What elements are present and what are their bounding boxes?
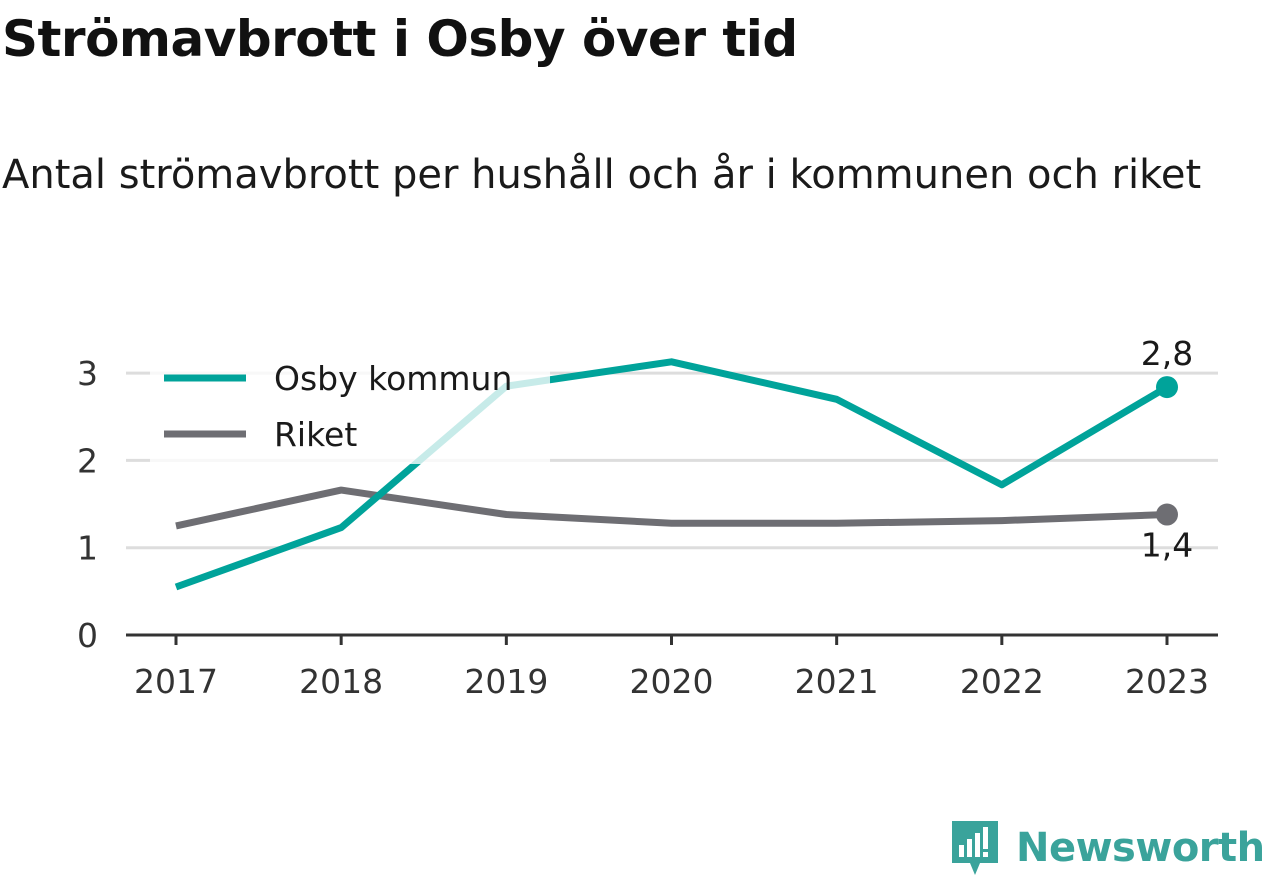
end-point-marker <box>1156 376 1178 399</box>
brand-logo: Newsworthy <box>950 818 1262 878</box>
y-tick-label: 1 <box>77 529 98 568</box>
x-tick-label: 2020 <box>630 662 714 701</box>
x-tick-label: 2019 <box>464 662 548 701</box>
end-value-label: 2,8 <box>1141 334 1193 373</box>
x-tick-label: 2023 <box>1125 662 1209 701</box>
y-tick-label: 0 <box>77 616 98 655</box>
end-value-label: 1,4 <box>1141 526 1193 565</box>
y-tick-label: 2 <box>77 441 98 480</box>
x-tick-label: 2022 <box>960 662 1044 701</box>
x-tick-label: 2018 <box>299 662 383 701</box>
legend-label: Osby kommun <box>274 359 512 398</box>
legend-backdrop <box>150 352 550 464</box>
x-tick-label: 2017 <box>134 662 218 701</box>
brand-name: Newsworthy <box>1016 825 1262 871</box>
series-line-riket <box>175 486 1168 530</box>
end-point-marker <box>1156 503 1178 526</box>
chart-title: Strömavbrott i Osby över tid <box>2 10 798 68</box>
x-tick-label: 2021 <box>795 662 879 701</box>
series-line-osby-kommun <box>174 358 1169 591</box>
chart-subtitle: Antal strömavbrott per hushåll och år i … <box>2 152 1202 198</box>
newsworthy-logo-icon <box>952 821 998 875</box>
legend-label: Riket <box>274 415 357 454</box>
y-tick-label: 3 <box>77 354 98 393</box>
